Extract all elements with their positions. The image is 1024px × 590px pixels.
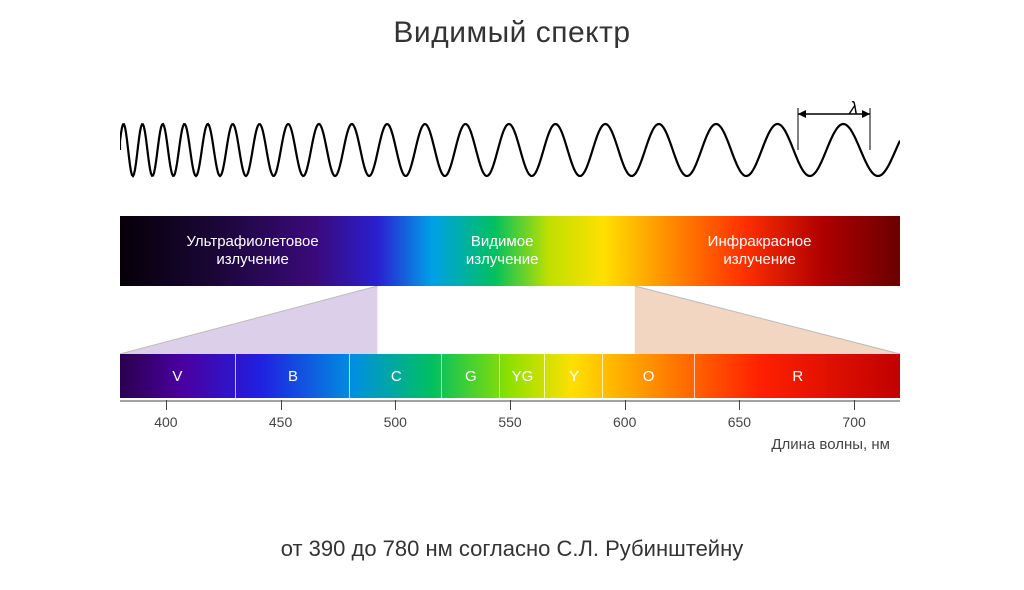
color-segment: YG (499, 354, 546, 398)
axis-tick-label: 400 (154, 414, 177, 430)
axis-tick-label: 700 (842, 414, 865, 430)
axis-tick-label: 500 (384, 414, 407, 430)
color-segment: G (441, 354, 499, 398)
axis-tick-label: 550 (498, 414, 521, 430)
spectrum-region-label: Ультрафиолетовоеизлучение (143, 233, 361, 269)
axis-tick (395, 400, 396, 410)
full-spectrum-band: Ультрафиолетовоеизлучение Видимоеизлучени… (120, 216, 900, 286)
axis-tick (625, 400, 626, 410)
axis-title: Длина волны, нм (771, 436, 890, 453)
axis-tick (281, 400, 282, 410)
axis-tick (854, 400, 855, 410)
visible-spectrum-band: VBCGYGYOR (120, 354, 900, 398)
color-segment: R (694, 354, 901, 398)
page-title: Видимый спектр (0, 16, 1024, 50)
axis-tick-label: 450 (269, 414, 292, 430)
axis-tick (510, 400, 511, 410)
color-segment: B (235, 354, 351, 398)
axis-tick-label: 650 (728, 414, 751, 430)
axis-tick-label: 600 (613, 414, 636, 430)
color-segment: Y (544, 354, 602, 398)
wave-diagram: λ (120, 104, 900, 184)
color-segment: C (349, 354, 442, 398)
color-segment: O (602, 354, 695, 398)
lambda-symbol: λ (849, 98, 858, 119)
axis-tick (166, 400, 167, 410)
color-segment: V (120, 354, 235, 398)
axis-tick (739, 400, 740, 410)
caption: от 390 до 780 нм согласно С.Л. Рубинштей… (0, 536, 1024, 562)
spectrum-region-label: Видимоеизлучение (416, 233, 588, 269)
spectrum-region-label: Инфракрасноеизлучение (650, 233, 868, 269)
wavelength-axis: Длина волны, нм 400 450 500 550 600 650 700 (120, 400, 900, 460)
projection-triangles (120, 286, 900, 354)
